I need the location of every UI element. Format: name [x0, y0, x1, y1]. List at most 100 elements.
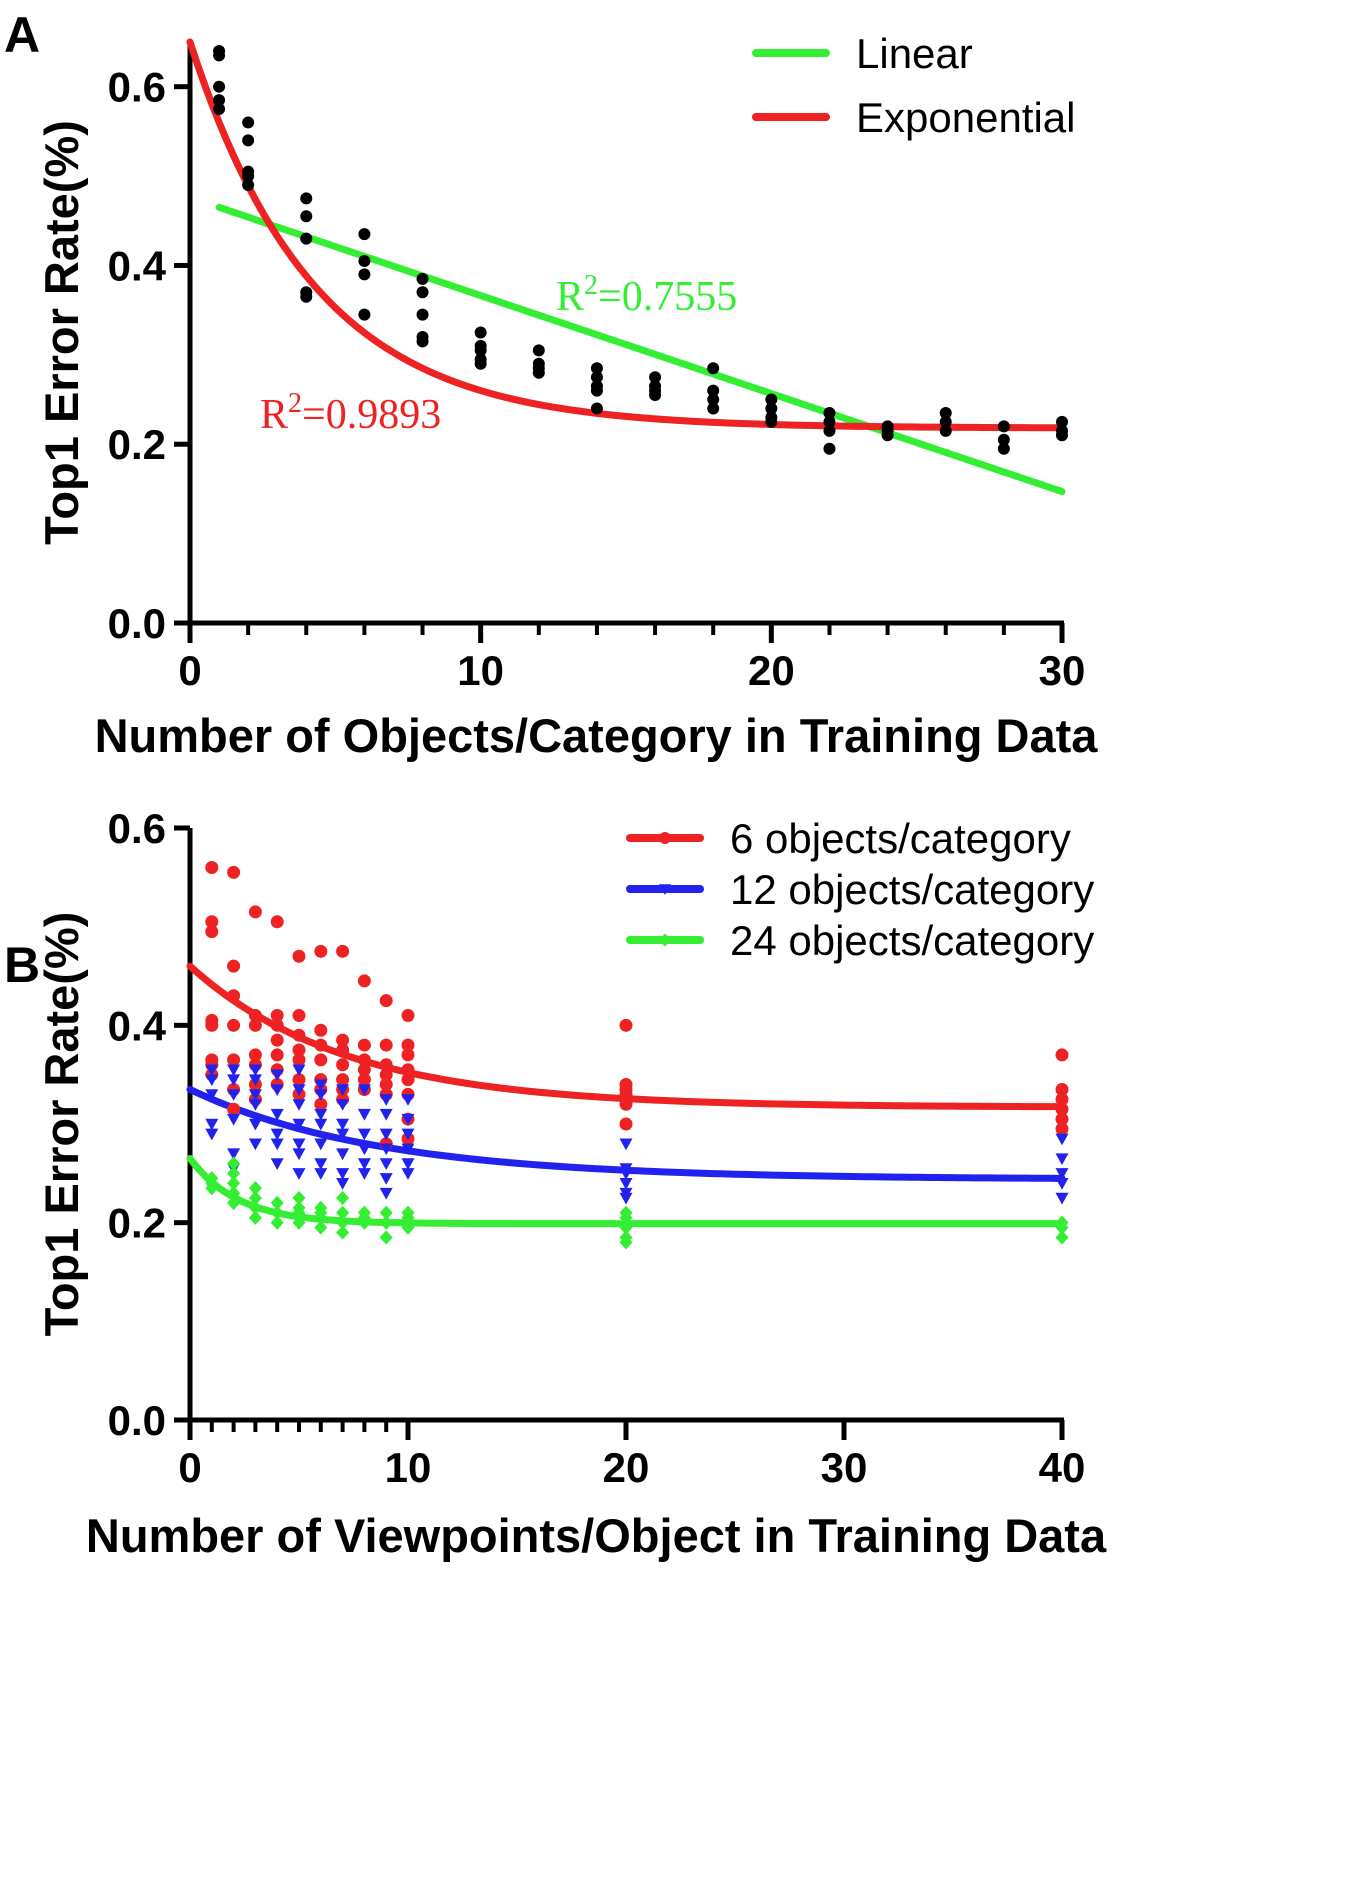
data-point — [997, 420, 1010, 433]
data-point — [292, 1043, 306, 1057]
data-point — [357, 1063, 371, 1077]
data-point — [532, 344, 545, 357]
y-tick-label: 0.0 — [108, 600, 166, 647]
x-tick-label: 0 — [178, 1444, 201, 1491]
data-point — [474, 344, 487, 357]
data-point — [227, 1156, 241, 1171]
data-point — [336, 1128, 350, 1141]
data-point — [270, 1205, 284, 1220]
data-point — [619, 1192, 633, 1205]
x-tick-label: 30 — [1039, 647, 1086, 694]
data-point — [357, 1168, 371, 1180]
panel-b-letter: B — [4, 937, 40, 993]
data-point — [270, 1195, 284, 1211]
data-point — [270, 1158, 284, 1170]
data-point — [242, 179, 255, 192]
data-point — [270, 1069, 284, 1082]
data-point — [1055, 1102, 1069, 1116]
data-point — [379, 1215, 393, 1230]
data-point — [401, 1168, 415, 1180]
data-point — [314, 1108, 328, 1121]
data-point — [357, 1073, 371, 1087]
data-point — [379, 1158, 393, 1170]
data-point — [248, 1190, 262, 1206]
x-tick-label: 10 — [385, 1444, 432, 1491]
data-point — [227, 1018, 241, 1032]
data-point — [474, 357, 487, 370]
data-point — [336, 1178, 350, 1190]
data-point — [590, 402, 603, 415]
data-point — [619, 1018, 633, 1032]
data-point — [336, 1033, 350, 1047]
data-point — [401, 1038, 415, 1052]
legend-label: Linear — [856, 30, 973, 77]
data-point — [765, 393, 778, 406]
y-tick-label: 0.6 — [108, 805, 166, 852]
data-point — [314, 1038, 328, 1052]
data-point — [357, 1143, 371, 1156]
data-point — [227, 959, 241, 973]
data-point — [823, 415, 836, 428]
data-point — [205, 1180, 219, 1196]
data-point — [1055, 1133, 1069, 1146]
data-point — [336, 1118, 350, 1131]
data-point — [300, 290, 313, 303]
r-squared-value: =0.9893 — [302, 392, 441, 438]
r-squared-superscript: 2 — [288, 388, 302, 419]
data-point — [1056, 429, 1068, 442]
data-point — [248, 1008, 262, 1022]
y-tick-label: 0.6 — [108, 64, 166, 111]
panel-a: 0.0 0.2 0.4 0.6 0 10 20 30 Number of Objects/Cat… — [35, 30, 1098, 762]
data-point — [1055, 1220, 1069, 1235]
data-point — [213, 80, 226, 93]
data-point — [401, 1063, 415, 1077]
data-point — [401, 1143, 415, 1156]
data-point — [401, 1094, 415, 1106]
y-tick-label: 0.4 — [108, 1002, 167, 1049]
data-point — [997, 442, 1010, 455]
data-point — [270, 1108, 284, 1121]
x-tick-label: 20 — [748, 647, 795, 694]
data-point — [213, 49, 226, 62]
data-point — [619, 1235, 633, 1250]
data-point — [314, 1097, 328, 1111]
legend-marker — [659, 884, 671, 895]
data-point — [336, 1205, 350, 1220]
data-point — [401, 1048, 415, 1062]
data-point — [379, 1205, 393, 1220]
data-point — [619, 1097, 633, 1111]
data-point — [416, 335, 429, 348]
data-point — [248, 1099, 262, 1111]
data-point — [619, 1178, 633, 1190]
data-point — [357, 1084, 371, 1096]
data-point — [997, 433, 1010, 446]
data-point — [619, 1210, 633, 1225]
data-point — [336, 944, 350, 958]
data-point — [314, 1079, 328, 1092]
data-point — [292, 1084, 306, 1096]
data-point — [270, 1084, 284, 1096]
data-point — [227, 1089, 241, 1101]
data-point — [379, 994, 393, 1008]
data-point — [248, 1064, 262, 1077]
data-point — [227, 1185, 241, 1201]
data-point — [619, 1168, 633, 1180]
data-point — [300, 210, 313, 223]
data-point — [336, 1215, 350, 1230]
data-point — [292, 949, 306, 963]
data-point — [1055, 1082, 1069, 1096]
data-point — [227, 1195, 241, 1211]
data-point — [401, 1113, 415, 1126]
r-squared-prefix: R — [260, 392, 288, 438]
data-point — [357, 974, 371, 988]
data-point — [292, 1205, 306, 1220]
data-point — [292, 1099, 306, 1111]
data-point — [379, 1094, 393, 1106]
data-point — [358, 268, 371, 281]
data-point — [213, 94, 226, 107]
data-point — [357, 1158, 371, 1170]
data-point — [357, 1053, 371, 1067]
data-point — [357, 1128, 371, 1141]
data-point — [314, 1220, 328, 1235]
